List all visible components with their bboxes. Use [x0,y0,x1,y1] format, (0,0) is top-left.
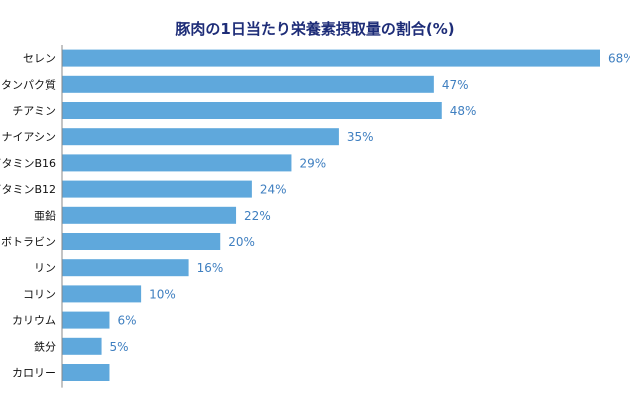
data-label: 35% [347,130,374,144]
category-label: カロリー [12,367,56,380]
category-label: セレン [23,52,56,65]
data-label: 48% [450,104,477,118]
bar [62,180,252,198]
category-label: 鉄分 [34,339,56,353]
data-label: 29% [299,156,326,170]
category-label: カリウム [12,314,56,327]
category-label: コリン [23,288,56,301]
category-label: チアミン [12,105,56,118]
data-label: 20% [228,235,255,249]
bar [62,154,292,172]
category-label: リボトラビン [0,236,56,249]
chart-title: 豚肉の1日当たり栄養素摂取量の割合(%) [175,20,455,38]
bar [62,206,237,224]
data-label: 47% [442,78,469,92]
data-label: 24% [260,183,287,197]
category-label: タンパク質 [1,77,56,91]
bar [62,128,339,146]
bar [62,259,189,277]
data-label: 68% [608,52,630,66]
bar [62,364,110,381]
bar [62,49,600,67]
bar [62,75,434,93]
data-label: 10% [149,287,176,301]
category-label: ビタミンB12 [0,183,56,196]
bar [62,102,442,119]
category-label: ナイアシン [1,131,56,144]
category-label: リン [34,262,56,275]
data-label: 16% [197,261,224,275]
data-label: 6% [117,314,136,328]
category-label: 亜鉛 [34,208,56,222]
bar [62,311,110,329]
bar [62,233,221,250]
category-label: ビタミンB16 [0,157,56,170]
data-label: 5% [110,340,129,354]
bar [62,285,142,303]
bar [62,337,102,355]
data-label: 22% [244,209,271,223]
